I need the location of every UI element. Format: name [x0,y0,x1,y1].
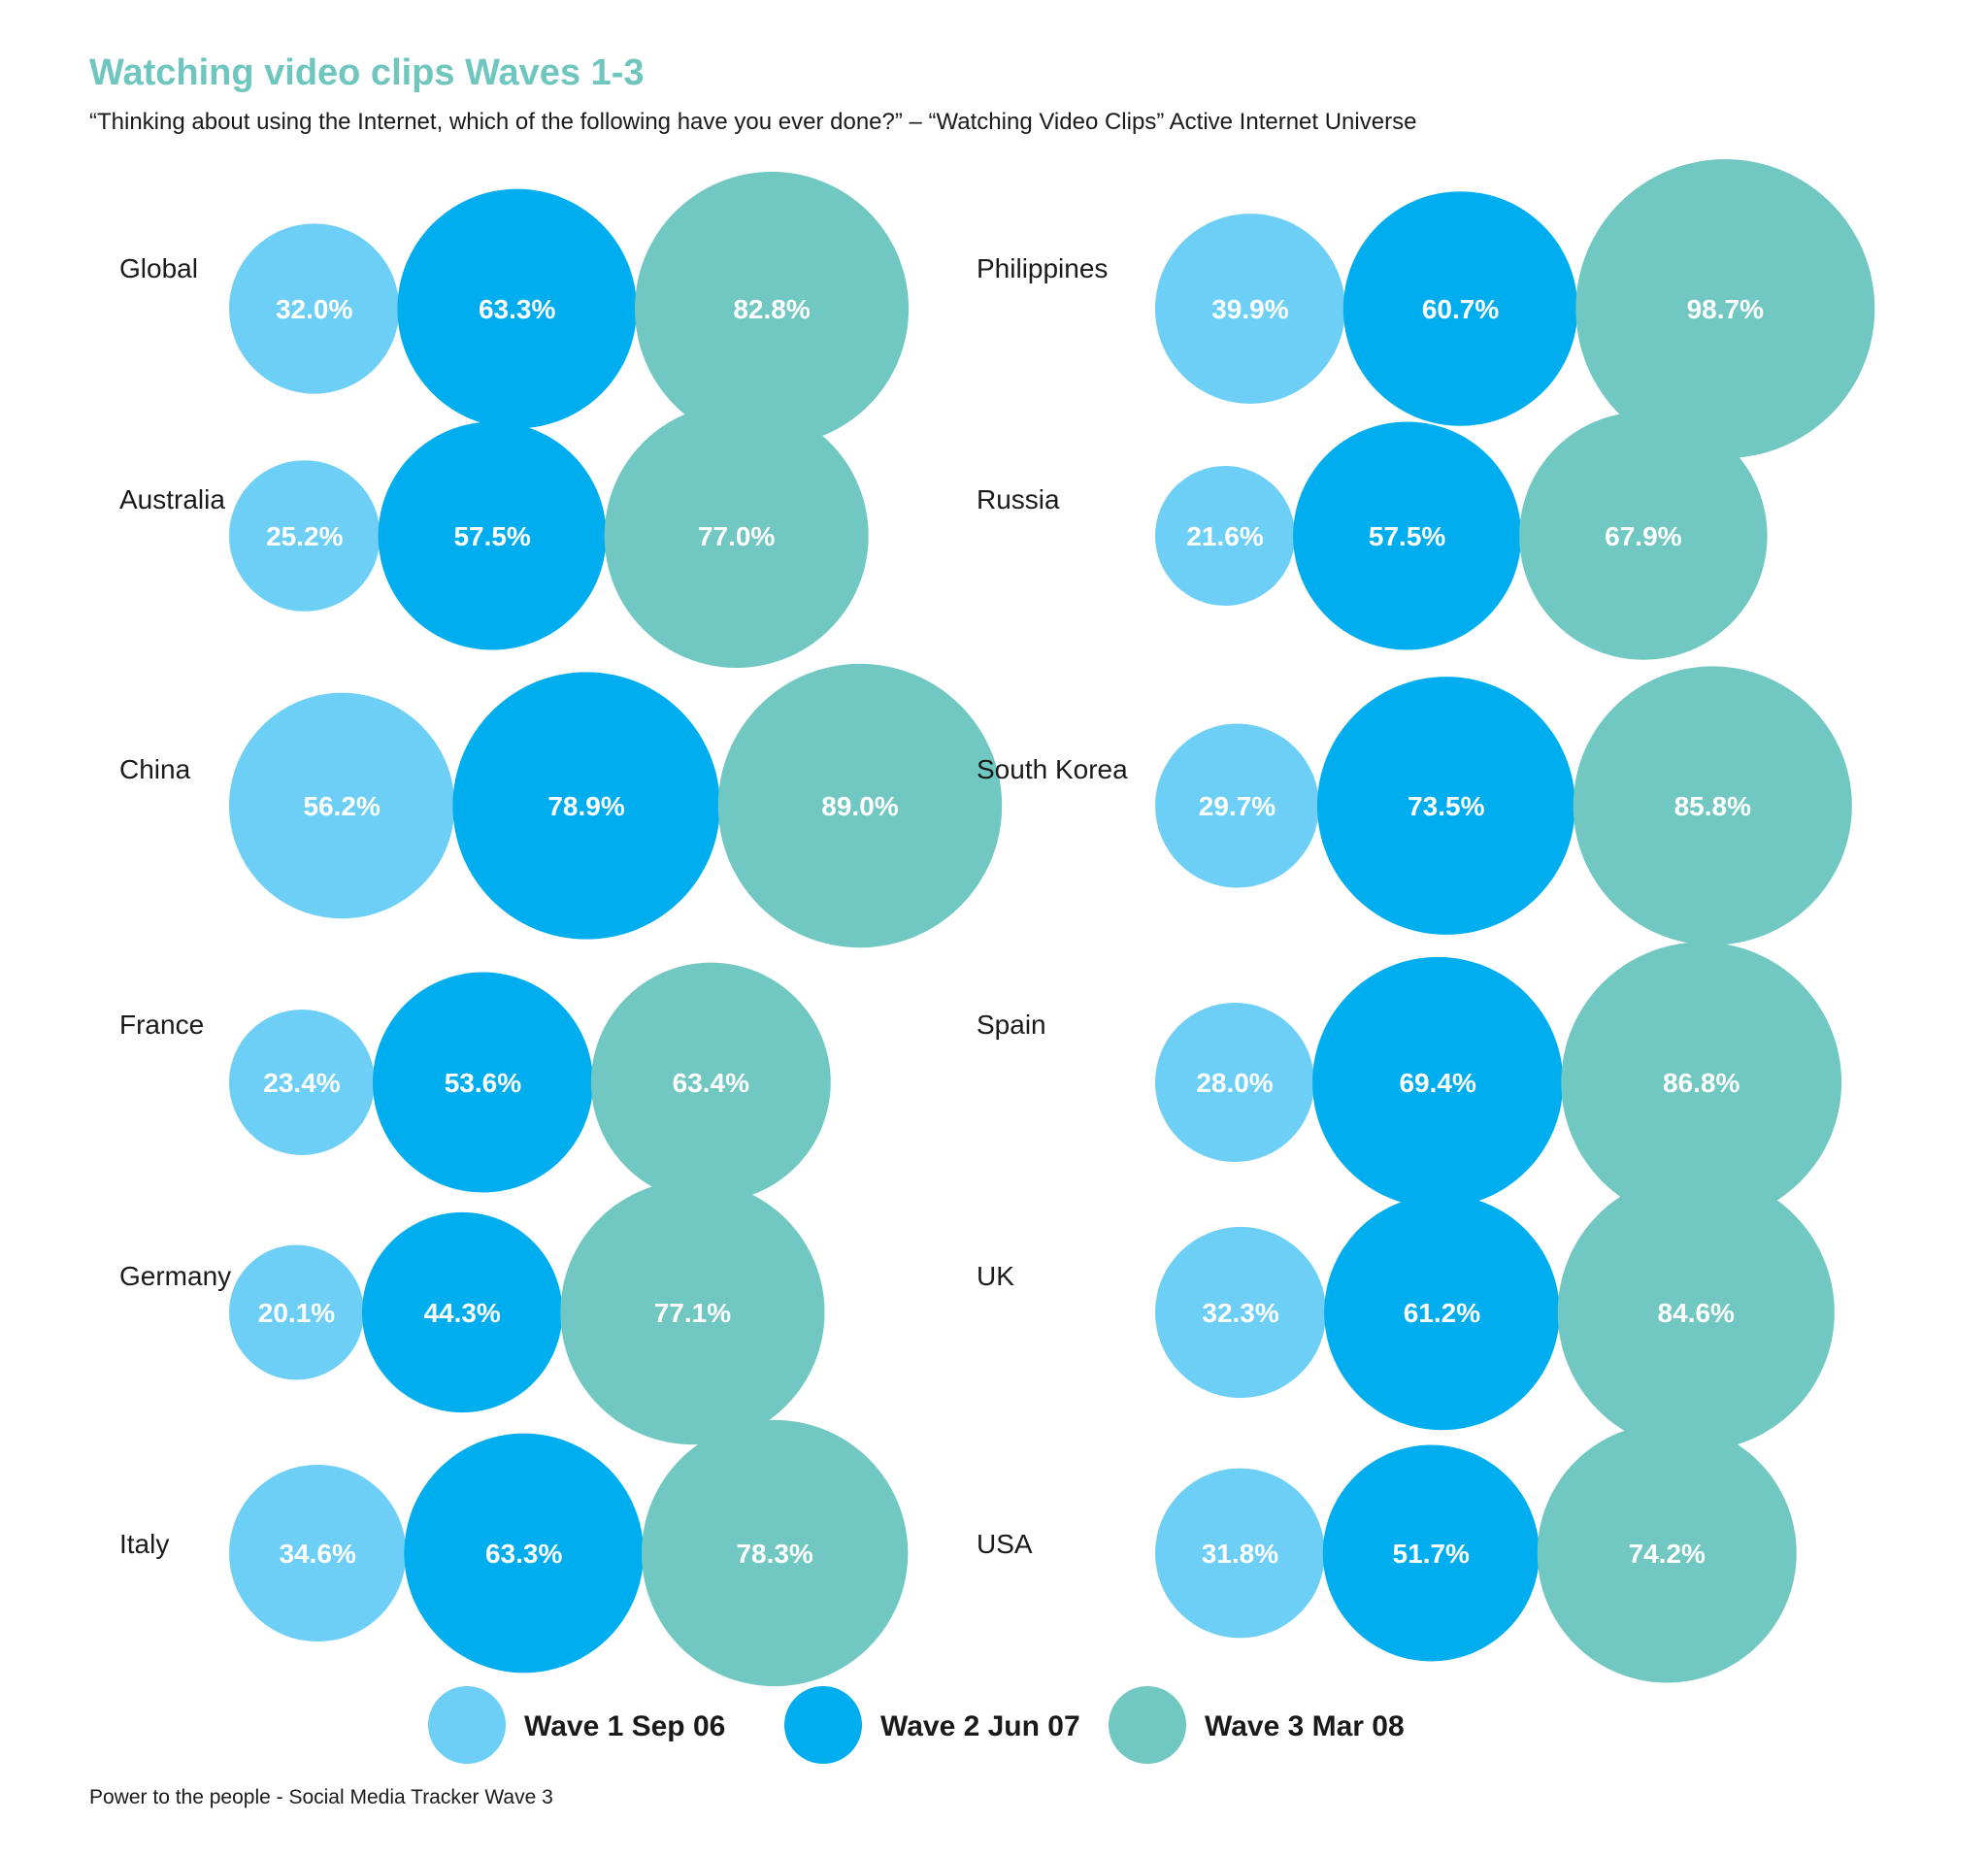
bubble-value-china-wave-2: 78.9% [547,791,624,821]
bubble-value-france-wave-1: 23.4% [263,1068,340,1098]
bubble-uk-wave-1 [1155,1226,1327,1399]
country-label-italy: Italy [119,1529,169,1559]
bubble-value-usa-wave-2: 51.7% [1393,1539,1470,1569]
bubble-italy-wave-3 [641,1419,909,1687]
bubble-value-philippines-wave-3: 98.7% [1687,294,1764,324]
bubble-value-uk-wave-2: 61.2% [1404,1298,1480,1328]
bubble-value-italy-wave-3: 78.3% [736,1539,812,1569]
bubble-value-usa-wave-1: 31.8% [1202,1539,1278,1569]
bubble-south-korea-wave-2 [1316,677,1575,935]
bubble-australia-wave-1 [229,460,381,612]
bubble-germany-wave-2 [361,1211,563,1413]
bubble-spain-wave-1 [1155,1002,1315,1163]
bubble-value-russia-wave-1: 21.6% [1186,521,1263,551]
legend-swatch-wave-3 [1109,1686,1186,1764]
bubble-value-china-wave-3: 89.0% [821,791,898,821]
bubble-value-uk-wave-3: 84.6% [1658,1298,1735,1328]
country-label-philippines: Philippines [977,253,1108,283]
bubble-spain-wave-2 [1312,956,1564,1209]
bubble-value-france-wave-3: 63.4% [673,1068,749,1098]
bubble-value-china-wave-1: 56.2% [303,791,380,821]
bubble-italy-wave-1 [229,1464,407,1642]
chart-title: Watching video clips Waves 1-3 [89,52,645,93]
bubble-value-spain-wave-3: 86.8% [1663,1068,1740,1098]
bubble-china-wave-2 [452,672,720,940]
legend-label-wave-3: Wave 3 Mar 08 [1205,1710,1405,1742]
bubble-usa-wave-2 [1322,1444,1540,1662]
bubble-russia-wave-1 [1155,465,1296,607]
bubble-germany-wave-1 [229,1244,364,1380]
legend-label-wave-1: Wave 1 Sep 06 [524,1710,725,1742]
bubble-value-australia-wave-2: 57.5% [453,521,530,551]
country-label-spain: Spain [977,1010,1046,1040]
bubble-australia-wave-2 [378,421,607,650]
bubble-value-global-wave-2: 63.3% [479,294,555,324]
bubble-south-korea-wave-1 [1155,723,1319,888]
country-label-russia: Russia [977,484,1060,514]
bubble-china-wave-1 [229,692,455,919]
country-label-global: Global [119,253,198,283]
country-label-australia: Australia [119,484,225,514]
bubble-south-korea-wave-3 [1573,666,1852,945]
bubble-global-wave-3 [635,171,910,447]
bubble-usa-wave-3 [1537,1423,1797,1683]
bubble-philippines-wave-2 [1342,191,1578,426]
bubble-philippines-wave-1 [1155,214,1345,404]
bubble-russia-wave-2 [1293,421,1522,650]
bubble-value-global-wave-1: 32.0% [276,294,352,324]
bubble-china-wave-3 [717,663,1003,948]
bubble-spain-wave-3 [1561,942,1842,1223]
bubble-italy-wave-2 [404,1433,644,1674]
bubble-value-germany-wave-1: 20.1% [258,1298,335,1328]
bubble-value-uk-wave-1: 32.3% [1202,1298,1278,1328]
bubble-value-south-korea-wave-3: 85.8% [1674,791,1751,821]
bubble-global-wave-1 [229,223,400,394]
bubble-france-wave-3 [590,962,831,1203]
bubble-value-germany-wave-3: 77.1% [654,1298,731,1328]
bubble-france-wave-2 [372,972,593,1193]
bubble-value-spain-wave-1: 28.0% [1196,1068,1273,1098]
bubble-value-global-wave-3: 82.8% [733,294,810,324]
country-label-uk: UK [977,1261,1014,1291]
bubble-uk-wave-2 [1324,1194,1560,1431]
chart-subtitle: “Thinking about using the Internet, whic… [89,109,1417,135]
legend-swatch-wave-2 [784,1686,862,1764]
bubble-value-philippines-wave-2: 60.7% [1422,294,1499,324]
bubble-value-italy-wave-1: 34.6% [279,1539,355,1569]
country-label-france: France [119,1010,204,1040]
bubble-value-australia-wave-3: 77.0% [698,521,775,551]
bubble-value-philippines-wave-1: 39.9% [1211,294,1288,324]
bubble-value-australia-wave-1: 25.2% [266,521,343,551]
bubble-value-germany-wave-2: 44.3% [423,1298,500,1328]
bubble-value-russia-wave-3: 67.9% [1605,521,1681,551]
bubble-russia-wave-3 [1519,412,1768,660]
country-label-china: China [119,754,191,784]
legend-label-wave-2: Wave 2 Jun 07 [880,1710,1080,1742]
bubble-value-south-korea-wave-2: 73.5% [1408,791,1484,821]
bubble-value-south-korea-wave-1: 29.7% [1199,791,1276,821]
bubble-value-italy-wave-2: 63.3% [485,1539,562,1569]
country-label-usa: USA [977,1529,1033,1559]
bubble-uk-wave-3 [1557,1174,1835,1451]
bubble-australia-wave-3 [604,403,869,669]
bubble-value-russia-wave-2: 57.5% [1369,521,1445,551]
bubble-value-usa-wave-3: 74.2% [1629,1539,1706,1569]
bubble-value-spain-wave-2: 69.4% [1399,1068,1475,1098]
bubble-usa-wave-1 [1155,1468,1325,1639]
bubble-philippines-wave-3 [1575,159,1875,458]
bubble-france-wave-1 [229,1010,375,1155]
source-footnote: Power to the people - Social Media Track… [89,1786,553,1808]
bubble-global-wave-2 [397,188,638,429]
bubble-germany-wave-3 [560,1179,825,1445]
bubble-value-france-wave-2: 53.6% [445,1068,521,1098]
legend-swatch-wave-1 [428,1686,506,1764]
country-label-germany: Germany [119,1261,231,1291]
country-label-south-korea: South Korea [977,754,1128,784]
